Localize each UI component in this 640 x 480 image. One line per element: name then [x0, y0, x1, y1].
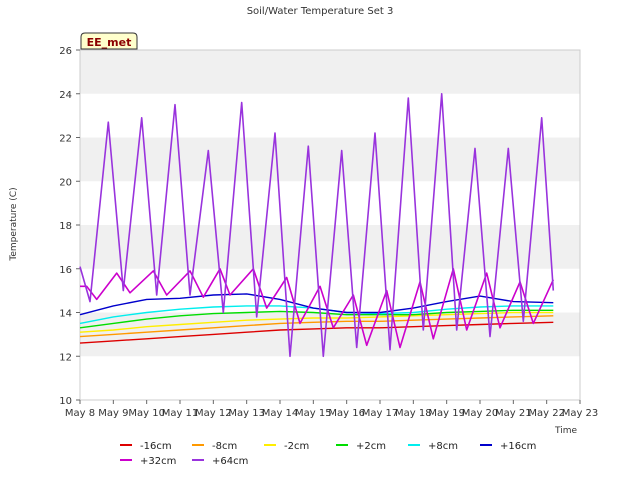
y-tick-label: 18 — [59, 221, 72, 232]
site-badge-box — [80, 32, 138, 50]
series-line-p32cm — [80, 267, 555, 349]
grid-band — [80, 137, 580, 182]
legend-label: +32cm — [140, 456, 176, 467]
y-tick-label: 16 — [59, 265, 72, 276]
series-line-p16cm — [79, 293, 554, 316]
chart-title: Soil/Water Temperature Set 3 — [247, 6, 394, 17]
x-tick-label: May 21 — [495, 408, 532, 419]
series-line-m8cm — [79, 315, 554, 338]
x-tick-label: May 10 — [128, 408, 165, 419]
legend-label: +8cm — [428, 441, 458, 452]
x-tick-label: May 13 — [228, 408, 265, 419]
x-tick-label: May 18 — [395, 408, 432, 419]
y-tick-label: 26 — [59, 46, 72, 57]
x-tick-label: May 17 — [362, 408, 399, 419]
y-axis-ticks: 10 12 14 16 18 20 22 24 26 — [59, 46, 80, 407]
site-badge-label: EE_met — [87, 36, 132, 49]
x-axis-title: Time — [554, 426, 577, 436]
grid-band — [80, 50, 580, 94]
y-tick-label: 14 — [59, 309, 72, 320]
series-line-m2cm — [79, 311, 554, 333]
x-tick-label: May 19 — [428, 408, 465, 419]
series-lines — [79, 93, 555, 358]
x-tick-label: May 20 — [462, 408, 499, 419]
grid-bands — [80, 50, 580, 400]
y-tick-label: 20 — [59, 177, 72, 188]
legend: -16cm -8cm -2cm +2cm +8cm +16cm +32cm +64cm — [120, 441, 536, 467]
x-tick-label: May 9 — [98, 408, 128, 419]
y-tick-label: 10 — [59, 396, 72, 407]
y-axis-title: Temperature (C) — [9, 187, 19, 261]
x-tick-label: May 12 — [195, 408, 232, 419]
grid-band — [80, 93, 580, 138]
y-tick-label: 24 — [59, 90, 72, 101]
y-tick-label: 22 — [59, 134, 72, 145]
grid-band — [80, 225, 580, 269]
legend-label: -2cm — [284, 441, 309, 452]
site-badge: EE_met — [80, 32, 138, 50]
x-tick-label: May 14 — [262, 408, 299, 419]
legend-label: +16cm — [500, 441, 536, 452]
y-tick-label: 12 — [59, 352, 72, 363]
x-tick-label: May 8 — [65, 408, 95, 419]
x-tick-label: May 11 — [162, 408, 199, 419]
legend-label: +2cm — [356, 441, 386, 452]
series-line-p2cm — [79, 309, 554, 329]
legend-label: +64cm — [212, 456, 248, 467]
series-line-p64cm — [79, 93, 555, 358]
x-tick-label: May 23 — [562, 408, 599, 419]
grid-band — [80, 356, 580, 400]
legend-label: -16cm — [140, 441, 172, 452]
x-tick-label: May 22 — [528, 408, 565, 419]
x-tick-label: May 15 — [295, 408, 332, 419]
x-tick-label: May 16 — [328, 408, 365, 419]
legend-label: -8cm — [212, 441, 237, 452]
